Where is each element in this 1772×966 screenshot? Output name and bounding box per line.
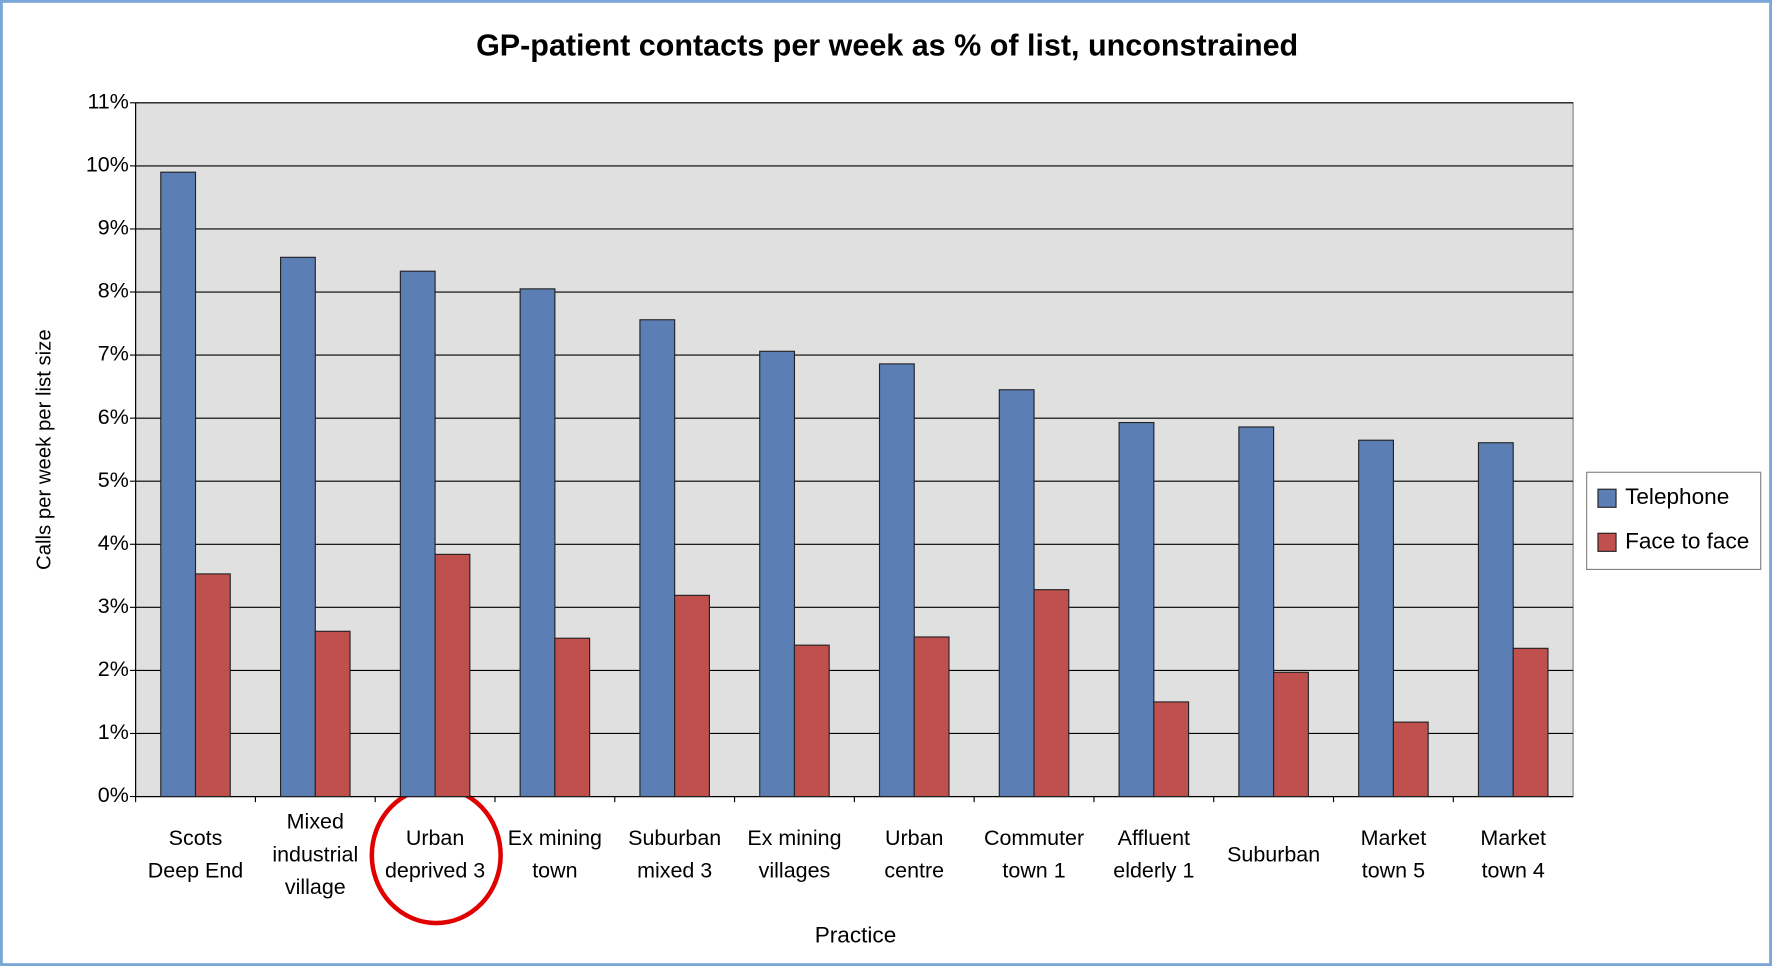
x-tick-label: Ex mining villages	[747, 826, 841, 883]
legend-label: Telephone	[1625, 484, 1729, 509]
bar	[1153, 701, 1190, 798]
bar	[279, 256, 316, 798]
y-tick-label: 8%	[98, 279, 129, 303]
bar	[1238, 426, 1275, 798]
bar	[674, 594, 710, 798]
x-tick-label: Scots Deep End	[148, 826, 243, 883]
bar	[1512, 647, 1549, 798]
bar	[554, 637, 591, 798]
x-tick-label: Urban deprived 3	[385, 826, 485, 883]
bar	[399, 270, 436, 798]
legend-swatch	[1597, 532, 1617, 552]
bar	[759, 350, 796, 798]
bar	[998, 389, 1035, 798]
bar	[1273, 671, 1309, 798]
y-axis-title: Calls per week per list size	[34, 329, 56, 570]
bar	[793, 644, 830, 798]
bar	[160, 171, 197, 798]
x-tick-label: Mixed industrial village	[272, 809, 358, 899]
bar	[1118, 421, 1155, 798]
bar	[194, 573, 231, 798]
bar	[639, 319, 676, 798]
y-tick-label: 1%	[98, 720, 129, 744]
bar	[878, 363, 915, 798]
x-axis-title: Practice	[815, 923, 897, 948]
x-tick-label: Market town 4	[1480, 826, 1546, 883]
chart-title: GP-patient contacts per week as % of lis…	[476, 29, 1298, 63]
y-tick-label: 0%	[98, 783, 129, 807]
y-tick-label: 10%	[86, 153, 129, 177]
y-tick-label: 5%	[98, 468, 129, 492]
y-tick-label: 7%	[98, 342, 129, 366]
plot-area	[135, 102, 1574, 798]
bar	[1477, 442, 1514, 798]
x-tick-label: Ex mining town	[508, 826, 602, 883]
x-tick-label: Affluent elderly 1	[1113, 826, 1194, 883]
y-tick-label: 3%	[98, 594, 129, 618]
bar	[434, 553, 471, 798]
bar	[913, 636, 950, 798]
y-tick-label: 2%	[98, 657, 129, 681]
bar	[519, 288, 556, 798]
y-tick-label: 9%	[98, 216, 129, 240]
bar	[1033, 589, 1070, 798]
bar	[314, 630, 351, 798]
bar	[1392, 721, 1429, 798]
x-tick-label: Urban centre	[884, 826, 944, 883]
bar	[1358, 439, 1394, 798]
x-tick-label: Suburban mixed 3	[628, 826, 721, 883]
x-tick-label: Commuter town 1	[984, 826, 1084, 883]
y-tick-label: 11%	[87, 89, 128, 113]
legend-swatch	[1597, 488, 1617, 508]
x-tick-label: Suburban	[1227, 842, 1320, 866]
y-tick-label: 6%	[98, 405, 129, 429]
y-tick-label: 4%	[98, 531, 129, 555]
legend-box	[1586, 471, 1762, 570]
legend-label: Face to face	[1625, 528, 1749, 553]
x-tick-label: Market town 5	[1361, 826, 1427, 883]
